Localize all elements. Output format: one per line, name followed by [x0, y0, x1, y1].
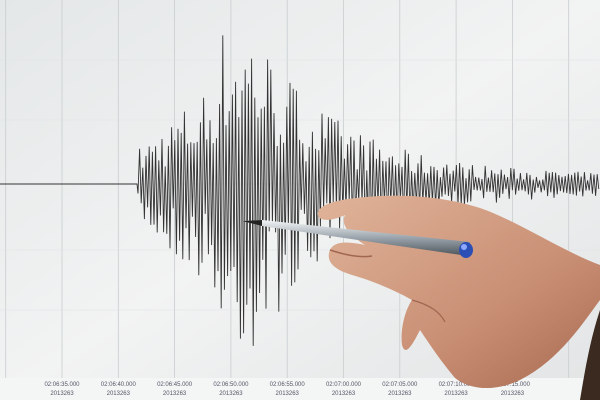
date-label: 2013263 — [388, 391, 412, 397]
seismic-trace — [0, 35, 600, 346]
date-label: 2013263 — [50, 391, 74, 397]
time-label: 02:07:05.000 — [382, 382, 418, 388]
time-label: 02:06:45.000 — [157, 382, 193, 388]
pen — [242, 220, 473, 258]
date-label: 2013263 — [276, 391, 300, 397]
time-label: 02:06:35.000 — [44, 382, 80, 388]
time-label: 02:07:00.000 — [326, 382, 362, 388]
time-label: 02:06:40.000 — [101, 382, 137, 388]
time-label: 02:07:10.000 — [439, 382, 475, 388]
time-label: 02:06:55.000 — [270, 382, 306, 388]
date-label: 2013263 — [501, 391, 525, 397]
time-axis-strip — [0, 378, 600, 400]
time-label: 02:07:15.000 — [495, 382, 531, 388]
date-label: 2013263 — [219, 391, 243, 397]
date-label: 2013263 — [107, 391, 131, 397]
date-label: 2013263 — [332, 391, 356, 397]
date-label: 2013263 — [444, 391, 468, 397]
time-label: 02:06:50.000 — [213, 382, 249, 388]
date-label: 2013263 — [163, 391, 187, 397]
time-axis: 02:06:35.000 2013263 02:06:40.000 2013263 02… — [44, 382, 530, 397]
